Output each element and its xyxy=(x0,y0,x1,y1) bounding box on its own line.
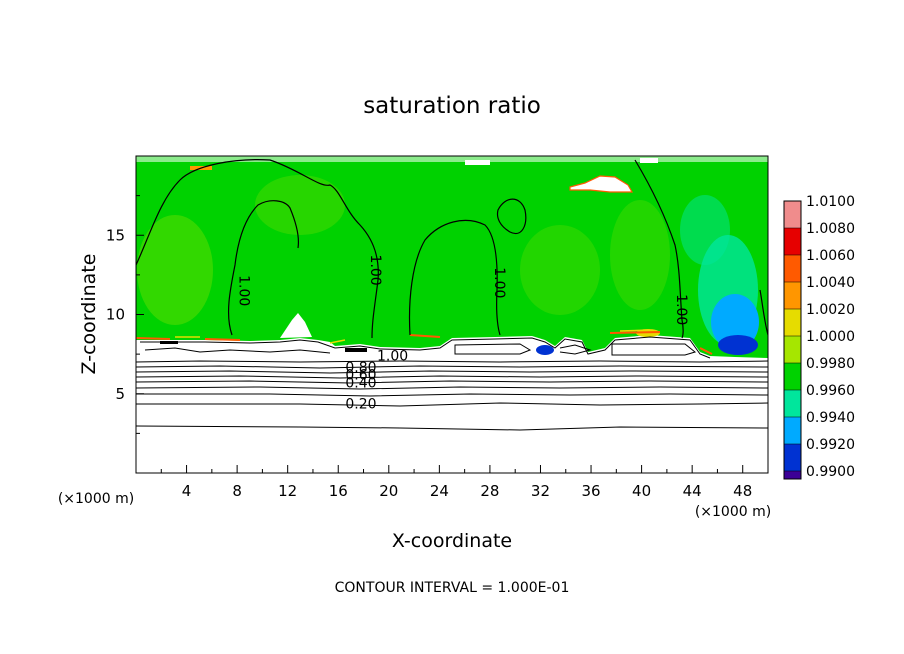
contour-label: 1.00 xyxy=(377,349,408,365)
colorbar-swatch xyxy=(784,336,801,363)
colorbar-label: 0.9940 xyxy=(806,410,855,426)
x-tick-label: 4 xyxy=(182,482,192,500)
field-patch-teal xyxy=(680,195,730,265)
contour-label: 0.60 xyxy=(345,368,376,384)
cloud-outline xyxy=(144,347,331,354)
colorbar-swatch xyxy=(784,255,801,282)
colorbar-swatch xyxy=(784,417,801,444)
y-axis-ticks: 5 10 15 xyxy=(106,195,144,434)
x-tick-label: 32 xyxy=(531,482,550,500)
colorbar-label: 1.0040 xyxy=(806,275,855,291)
x-tick-label: 44 xyxy=(683,482,702,500)
top-boundary-band xyxy=(136,156,768,162)
top-boundary-speck xyxy=(640,158,658,163)
cloud-edge xyxy=(136,331,713,355)
cloud-mark xyxy=(345,348,367,352)
field-patch-lime xyxy=(255,175,345,235)
contour-0.20 xyxy=(136,402,768,407)
x-tick-label: 40 xyxy=(632,482,651,500)
field-patch-blue xyxy=(536,345,554,355)
x-tick-label: 12 xyxy=(278,482,297,500)
contour-label: 1.00 xyxy=(367,255,383,286)
x-tick-label: 24 xyxy=(430,482,449,500)
y-tick-label: 5 xyxy=(115,385,125,403)
contour-0.80 xyxy=(136,365,768,369)
contour-label: 1.00 xyxy=(491,267,507,298)
contour-0.70 xyxy=(136,370,768,374)
white-pocket xyxy=(280,313,312,338)
colorbar-swatch xyxy=(784,390,801,417)
cloud-mark xyxy=(160,341,178,344)
colorbar-swatch xyxy=(784,363,801,390)
colorbar-label: 0.9960 xyxy=(806,383,855,399)
colorbar-label: 1.0060 xyxy=(806,248,855,264)
contour-1.00 xyxy=(136,159,379,339)
x-tick-label: 16 xyxy=(329,482,348,500)
contour-1.00 xyxy=(759,289,768,336)
chart-footer: CONTOUR INTERVAL = 1.000E-01 xyxy=(335,580,570,596)
x-tick-label: 28 xyxy=(480,482,499,500)
colorbar-label: 0.9920 xyxy=(806,437,855,453)
field-patch-blue xyxy=(718,335,758,355)
x-tick-label: 36 xyxy=(581,482,600,500)
contour-1.00 xyxy=(408,219,501,336)
colorbar-label: 1.0020 xyxy=(806,302,855,318)
colorbar-label: 0.9900 xyxy=(806,464,855,480)
contour-0.50 xyxy=(136,380,768,384)
cloud-edge xyxy=(175,329,651,344)
x-tick-label: 20 xyxy=(379,482,398,500)
lower-contours xyxy=(136,360,768,431)
cloud-outline xyxy=(611,343,697,356)
plot-area xyxy=(136,156,768,473)
colorbar-label: 1.0100 xyxy=(806,194,855,210)
x-tick-label: 48 xyxy=(733,482,752,500)
white-pocket xyxy=(569,175,634,193)
colorbar-label: 1.0080 xyxy=(806,221,855,237)
cloud-outline xyxy=(454,343,532,355)
colorbar-label: 1.0000 xyxy=(806,329,855,345)
field-patch-lime xyxy=(610,200,670,310)
field-patch-lime xyxy=(137,215,213,325)
colorbar-swatch xyxy=(784,228,801,255)
contour-label: 0.80 xyxy=(345,360,376,376)
x-axis-ticks: 4 8 12 16 20 24 28 32 36 40 44 48 xyxy=(160,465,752,500)
chart-title: saturation ratio xyxy=(363,93,541,119)
colorbar-swatch xyxy=(784,444,801,471)
colorbar-swatch xyxy=(784,471,801,479)
contour-0.10 xyxy=(136,425,768,431)
y-tick-label: 15 xyxy=(106,226,125,244)
colorbar-label: 0.9980 xyxy=(806,356,855,372)
colorbar: 1.0100 1.0080 1.0060 1.0040 1.0020 1.0000 0.99… xyxy=(783,194,855,480)
cloud-outline xyxy=(140,336,711,359)
contour-label: 1.00 xyxy=(236,275,252,306)
x-axis-label: X-coordinate xyxy=(392,530,512,552)
contour-label: 0.20 xyxy=(345,396,376,412)
colorbar-swatch xyxy=(784,201,801,228)
colorbar-swatch xyxy=(784,282,801,309)
contour-0.40 xyxy=(136,386,768,390)
field-patch-cyan xyxy=(711,294,759,350)
colorbar-swatch xyxy=(784,309,801,336)
contour-1.00 xyxy=(496,198,527,234)
x-unit-left: (×1000 m) xyxy=(58,491,134,507)
field-patch-lime xyxy=(520,225,600,315)
cloud-outline xyxy=(559,344,592,355)
contour-0.60 xyxy=(136,375,768,379)
contour-1.00 xyxy=(634,159,684,339)
y-axis-label: Z-coordinate xyxy=(78,254,100,375)
x-tick-label: 8 xyxy=(232,482,242,500)
contour-1.00 xyxy=(227,200,300,336)
contour-0.30 xyxy=(136,393,768,397)
y-tick-label: 10 xyxy=(106,306,125,324)
top-boundary-speck xyxy=(465,160,490,165)
contour-0.90 xyxy=(136,360,768,363)
field-green xyxy=(136,156,768,358)
contour-label: 0.40 xyxy=(345,376,376,392)
x-unit-right: (×1000 m) xyxy=(695,504,771,520)
contour-labels: 1.001.00 1.001.001.000.800.600.400.20 xyxy=(236,255,689,413)
contour-label: 1.00 xyxy=(673,294,689,325)
